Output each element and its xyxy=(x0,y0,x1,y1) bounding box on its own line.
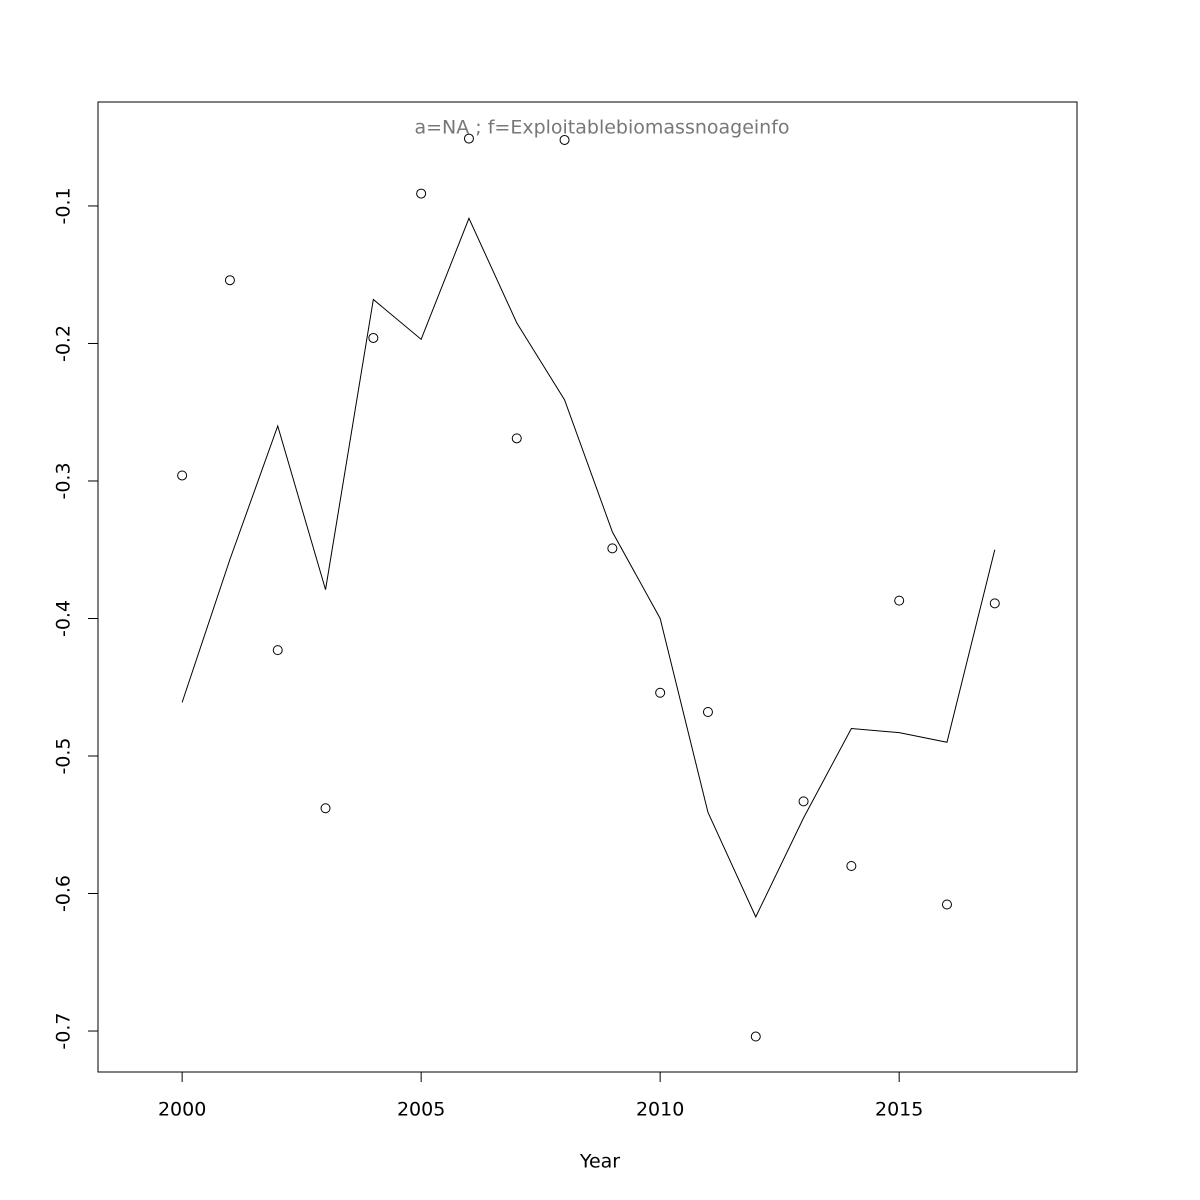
y-tick-label: -0.4 xyxy=(53,600,75,637)
y-tick-label: -0.6 xyxy=(53,875,75,912)
point xyxy=(846,861,857,872)
point xyxy=(320,803,331,814)
y-tick-label: -0.3 xyxy=(53,462,75,499)
line xyxy=(181,217,996,919)
point xyxy=(655,687,666,698)
point xyxy=(272,645,283,656)
x-tick-label: 2000 xyxy=(158,1099,206,1121)
x-tick-label: 2015 xyxy=(875,1099,923,1121)
x-tick-label: 2005 xyxy=(397,1099,445,1121)
plot-box xyxy=(97,101,1078,1073)
point xyxy=(989,598,1000,609)
point xyxy=(607,543,618,554)
point xyxy=(894,595,905,606)
x-axis-label: Year xyxy=(579,1151,620,1173)
point xyxy=(702,706,713,717)
point xyxy=(511,433,522,444)
point xyxy=(798,796,809,807)
y-tick-label: -0.2 xyxy=(53,325,75,362)
point xyxy=(416,188,427,199)
point xyxy=(750,1031,761,1042)
point xyxy=(177,470,188,481)
point xyxy=(224,275,235,286)
point xyxy=(559,134,570,145)
point xyxy=(368,332,379,343)
point xyxy=(463,133,474,144)
x-tick-label: 2010 xyxy=(636,1099,684,1121)
chart-title: a=NA ; f=Exploitablebiomassnoageinfo xyxy=(414,117,789,139)
y-tick-label: -0.5 xyxy=(53,737,75,774)
y-tick-label: -0.7 xyxy=(53,1012,75,1049)
point xyxy=(941,899,952,910)
y-tick-label: -0.1 xyxy=(53,187,75,224)
